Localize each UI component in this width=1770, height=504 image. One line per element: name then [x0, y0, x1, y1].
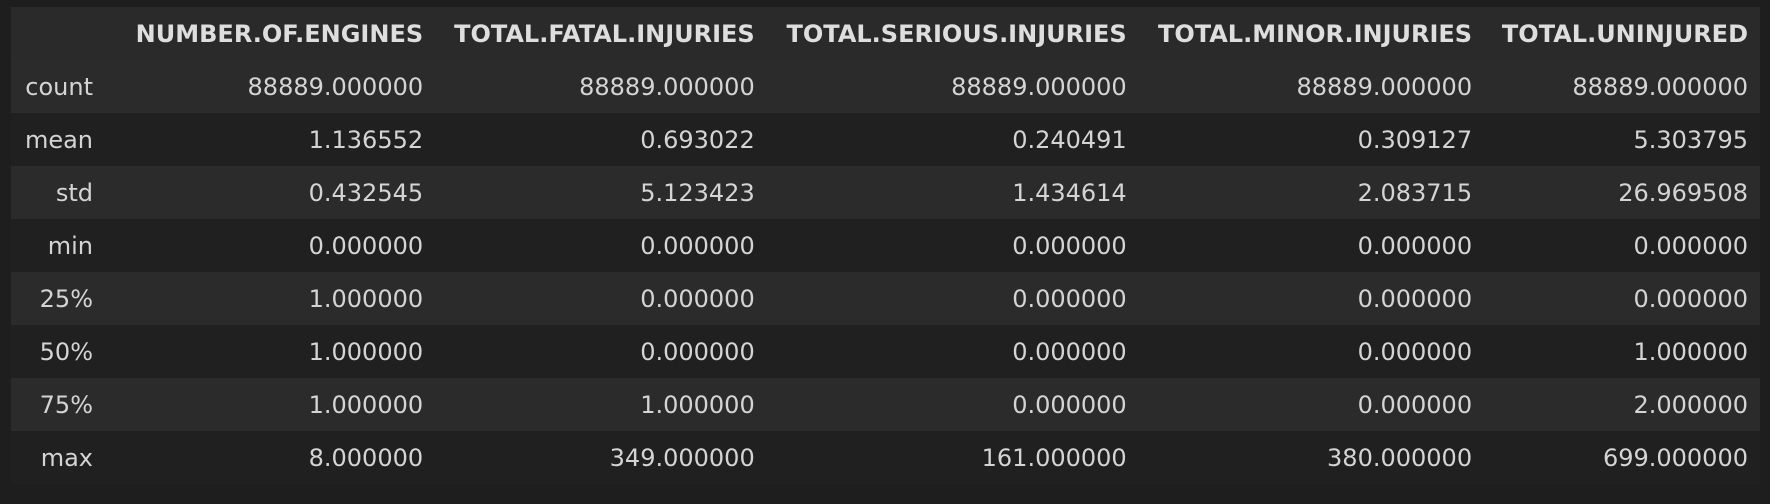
table-row: 25% 1.000000 0.000000 0.000000 0.000000 … — [11, 272, 1760, 325]
table-cell: 2.083715 — [1357, 178, 1473, 207]
table-cell: 0.000000 — [1012, 390, 1127, 419]
table-cell: 0.000000 — [1012, 284, 1127, 313]
table-cell: 5.303795 — [1633, 125, 1748, 154]
table-cell: 88889.000000 — [247, 72, 424, 101]
row-label: count — [25, 72, 93, 101]
table-cell: 0.240491 — [1012, 125, 1127, 154]
table-header: NUMBER.OF.ENGINES TOTAL.FATAL.INJURIES T… — [11, 7, 1760, 60]
table-row: std 0.432545 5.123423 1.434614 2.083715 … — [11, 166, 1760, 219]
table-cell: 0.000000 — [640, 284, 755, 313]
row-label: std — [55, 178, 93, 207]
table-cell: 1.000000 — [308, 390, 424, 419]
table-cell: 0.000000 — [640, 231, 755, 260]
column-header-total-serious-injuries: TOTAL.SERIOUS.INJURIES — [786, 19, 1127, 48]
table-row: 75% 1.000000 1.000000 0.000000 0.000000 … — [11, 378, 1760, 431]
table-cell: 1.000000 — [640, 390, 755, 419]
table-cell: 1.136552 — [308, 125, 424, 154]
table-cell: 0.000000 — [1633, 231, 1748, 260]
index-header — [11, 7, 117, 60]
row-label: max — [40, 443, 93, 472]
column-header-total-minor-injuries: TOTAL.MINOR.INJURIES — [1157, 19, 1473, 48]
table-cell: 0.309127 — [1357, 125, 1473, 154]
table-cell: 0.000000 — [1012, 337, 1127, 366]
table-cell: 5.123423 — [640, 178, 755, 207]
row-label: mean — [24, 125, 93, 154]
table-cell: 0.000000 — [1357, 231, 1473, 260]
column-header-total-uninjured: TOTAL.UNINJURED — [1501, 19, 1748, 48]
table-row: 50% 1.000000 0.000000 0.000000 0.000000 … — [11, 325, 1760, 378]
table-cell: 0.000000 — [1357, 284, 1473, 313]
column-header-number-of-engines: NUMBER.OF.ENGINES — [135, 19, 424, 48]
row-label: 75% — [39, 390, 93, 419]
column-header-total-fatal-injuries: TOTAL.FATAL.INJURIES — [454, 19, 755, 48]
table-cell: 1.000000 — [308, 337, 424, 366]
table-row: max 8.000000 349.000000 161.000000 380.0… — [11, 431, 1760, 484]
table-cell: 0.000000 — [1012, 231, 1127, 260]
table-cell: 88889.000000 — [1296, 72, 1473, 101]
table-cell: 0.693022 — [640, 125, 755, 154]
table-cell: 0.000000 — [308, 231, 424, 260]
table-cell: 88889.000000 — [1572, 72, 1748, 101]
table-cell: 380.000000 — [1327, 443, 1473, 472]
table-cell: 88889.000000 — [579, 72, 755, 101]
table-cell: 161.000000 — [981, 443, 1127, 472]
table-row: count 88889.000000 88889.000000 88889.00… — [11, 60, 1760, 113]
table-cell: 0.000000 — [640, 337, 755, 366]
table-cell: 0.000000 — [1633, 284, 1748, 313]
table-cell: 349.000000 — [609, 443, 755, 472]
table-cell: 2.000000 — [1633, 390, 1748, 419]
row-label: min — [47, 231, 93, 260]
describe-table: NUMBER.OF.ENGINES TOTAL.FATAL.INJURIES T… — [11, 7, 1760, 484]
table-cell: 1.000000 — [1633, 337, 1748, 366]
table-cell: 1.000000 — [308, 284, 424, 313]
table-cell: 0.000000 — [1357, 337, 1473, 366]
header-row: NUMBER.OF.ENGINES TOTAL.FATAL.INJURIES T… — [11, 7, 1760, 60]
table-cell: 0.000000 — [1357, 390, 1473, 419]
table-cell: 1.434614 — [1012, 178, 1127, 207]
table-body: count 88889.000000 88889.000000 88889.00… — [11, 60, 1760, 484]
table-cell: 88889.000000 — [951, 72, 1127, 101]
table-cell: 8.000000 — [308, 443, 424, 472]
table-cell: 0.432545 — [308, 178, 424, 207]
table-row: min 0.000000 0.000000 0.000000 0.000000 … — [11, 219, 1760, 272]
row-label: 25% — [39, 284, 93, 313]
table-cell: 26.969508 — [1618, 178, 1748, 207]
table-row: mean 1.136552 0.693022 0.240491 0.309127… — [11, 113, 1760, 166]
row-label: 50% — [39, 337, 93, 366]
table-cell: 699.000000 — [1602, 443, 1748, 472]
